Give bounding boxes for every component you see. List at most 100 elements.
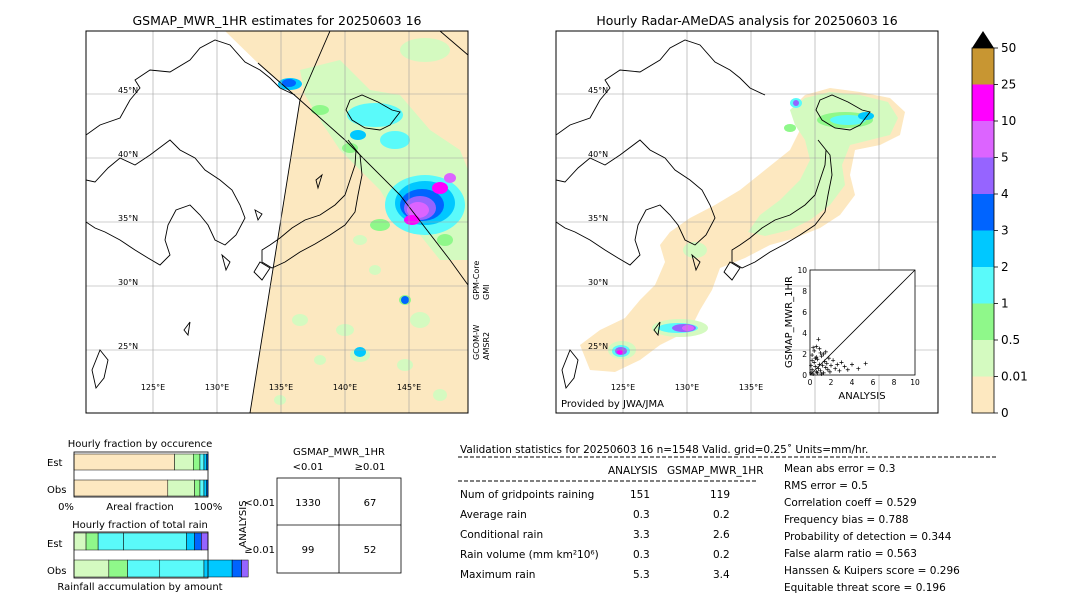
- right-lat-35: 35°N: [588, 214, 608, 223]
- fraction-bar-segment: [241, 559, 249, 578]
- scatter-point: [821, 370, 826, 375]
- contingency-row-ge: ≥0.01: [244, 545, 275, 556]
- colorbar-label: 0.5: [1001, 333, 1020, 347]
- right-map-lon-labels: 125°E 130°E 135°E: [611, 383, 763, 392]
- total-rain-xlabel: Rainfall accumulation by amount: [57, 582, 222, 593]
- scatter-xtick: 10: [910, 378, 920, 387]
- right-lat-40: 40°N: [588, 150, 608, 159]
- scatter-point: [821, 352, 826, 356]
- scatter-point: [809, 370, 814, 375]
- right-map-title: Hourly Radar-AMeDAS analysis for 2025060…: [596, 13, 897, 28]
- scatter-point: [814, 355, 819, 360]
- total-rain-title: Hourly fraction of total rain: [72, 520, 208, 531]
- colorbar-label: 25: [1001, 78, 1016, 92]
- contingency-title: GSMAP_MWR_1HR: [293, 447, 385, 458]
- score-line: Frequency bias = 0.788: [784, 514, 909, 526]
- validation-row-analysis: 0.3: [633, 509, 650, 521]
- left-lat-35: 35°N: [118, 214, 138, 223]
- validation-col-gsmap: GSMAP_MWR_1HR: [667, 465, 764, 477]
- scatter-point: [833, 366, 838, 371]
- colorbar-label: 1: [1001, 297, 1009, 311]
- scatter-point: [845, 367, 850, 372]
- scatter-point: [810, 358, 815, 363]
- contingency-cell-11: 52: [364, 545, 377, 556]
- sensor-top-line1: GPM-Core: [472, 261, 481, 300]
- left-map: [86, 31, 468, 413]
- scatter-point: [850, 362, 854, 367]
- colorbar-box: [972, 303, 994, 340]
- scatter-ylabel: GSMAP_MWR_1HR: [784, 276, 795, 368]
- scatter-ytick: 10: [797, 266, 807, 275]
- score-line: Equitable threat score = 0.196: [784, 582, 946, 594]
- right-map-rain-moderate: [612, 98, 874, 357]
- score-line: False alarm ratio = 0.563: [784, 548, 917, 560]
- occurrence-xtick-0: 0%: [58, 502, 74, 513]
- right-map-coastlines: [556, 39, 871, 390]
- scatter-point: [819, 371, 824, 376]
- scatter-inset: 0 2 4 6 8 10 0 2 4 6 8 10 ANALYSIS GSMAP_MWR_1HR: [784, 266, 920, 402]
- scatter-point: [823, 349, 828, 354]
- scatter-xlabel: ANALYSIS: [838, 391, 885, 402]
- left-map-lon-labels: 125°E 130°E 135°E 140°E 145°E: [141, 383, 421, 392]
- occurrence-title: Hourly fraction by occurence: [68, 439, 212, 450]
- left-lat-40: 40°N: [118, 150, 138, 159]
- left-map-swath-edge-3: [439, 31, 468, 56]
- scatter-ytick: 8: [802, 287, 807, 296]
- scatter-ytick: 0: [802, 371, 807, 380]
- left-lat-45: 45°N: [118, 86, 138, 95]
- right-map-lat-labels: 45°N 40°N 35°N 30°N 25°N: [588, 86, 608, 351]
- scatter-xtick: 8: [892, 378, 897, 387]
- colorbar-boxes: [972, 48, 994, 413]
- scatter-ytick: 6: [802, 308, 807, 317]
- validation-col-analysis: ANALYSIS: [608, 465, 658, 477]
- colorbar-box: [972, 121, 994, 158]
- scatter-point: [818, 350, 823, 355]
- colorbar-label: 5: [1001, 151, 1009, 165]
- scatter-point: [835, 362, 840, 367]
- contingency-cell-00: 1330: [295, 498, 320, 509]
- colorbar-label: 0.01: [1001, 370, 1028, 384]
- contingency-table: GSMAP_MWR_1HR <0.01 ≥0.01 ANALYSIS <0.01…: [238, 447, 402, 574]
- scatter-point: [810, 353, 815, 358]
- colorbar-box: [972, 48, 994, 85]
- sensor-bottom-line1: GCOM-W: [472, 324, 481, 360]
- validation-row-gsmap: 0.2: [713, 509, 730, 521]
- validation-row-label: Maximum rain: [460, 569, 536, 581]
- occurrence-xlabel: Areal fraction: [106, 502, 173, 513]
- scatter-point: [842, 364, 847, 369]
- sensor-top-line2: GMI: [482, 285, 491, 300]
- colorbar-label: 10: [1001, 114, 1016, 128]
- validation-row-label: Conditional rain: [460, 529, 544, 541]
- scatter-point: [815, 370, 820, 375]
- scatter-points: [809, 337, 868, 376]
- right-map-frame: [555, 30, 939, 414]
- scatter-point: [820, 363, 825, 368]
- occurrence-est-label: Est: [47, 458, 63, 469]
- score-line: Probability of detection = 0.344: [784, 531, 952, 543]
- validation-row-analysis: 3.3: [633, 529, 650, 541]
- validation-row-analysis: 151: [630, 489, 651, 501]
- scatter-point: [810, 367, 815, 372]
- left-lon-135: 135°E: [269, 383, 293, 392]
- colorbar-label: 4: [1001, 187, 1009, 201]
- scatter-point: [818, 368, 823, 373]
- scatter-point: [814, 344, 819, 349]
- colorbar-label: 2: [1001, 260, 1009, 274]
- validation-header: Validation statistics for 20250603 16 n=…: [460, 444, 869, 456]
- colorbar-over-arrow: [972, 31, 994, 48]
- scatter-point: [813, 364, 818, 369]
- right-lat-30: 30°N: [588, 278, 608, 287]
- occurrence-frame: [73, 451, 209, 498]
- colorbar-box: [972, 157, 994, 194]
- total-rain-est-label: Est: [47, 539, 63, 550]
- left-map-rain-heavy: [278, 78, 465, 357]
- scatter-ytick: 2: [802, 350, 807, 359]
- colorbar-box: [972, 340, 994, 377]
- left-lon-145: 145°E: [397, 383, 421, 392]
- validation-row-analysis: 5.3: [633, 569, 650, 581]
- colorbar-box: [972, 84, 994, 121]
- colorbar-box: [972, 230, 994, 267]
- scatter-point: [825, 367, 830, 372]
- contingency-col-ge: ≥0.01: [355, 462, 386, 473]
